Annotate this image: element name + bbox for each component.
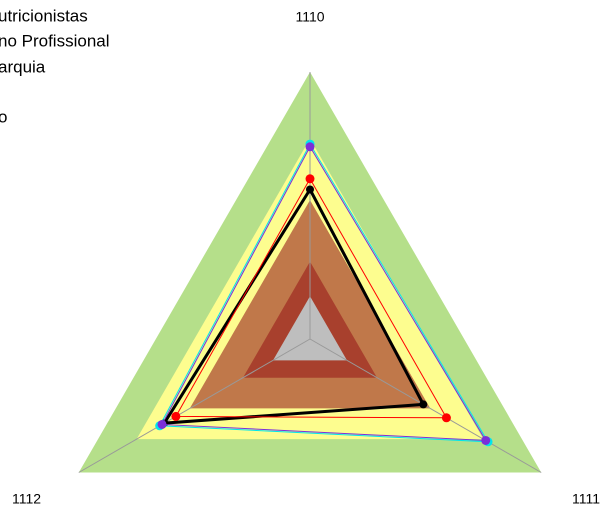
series-line [175,177,448,419]
axis-label: 1112 [12,491,41,507]
legend-label: no Profissional [0,31,110,50]
series-line [161,186,426,425]
data-point [419,400,428,409]
legend-label: o [0,107,7,126]
axis-label: 1111 [572,491,600,507]
series-line [158,143,489,443]
axis-line [78,338,311,473]
data-point [171,411,181,421]
axis-label: 1110 [295,9,324,25]
legend-label: utricionistas [0,6,88,25]
data-point [305,142,315,152]
legend-label: arquia [0,57,46,76]
series-line [161,145,487,442]
data-point [305,174,315,184]
data-point [157,419,167,429]
data-point [306,185,314,194]
data-point [441,413,451,423]
data-point [481,435,491,445]
